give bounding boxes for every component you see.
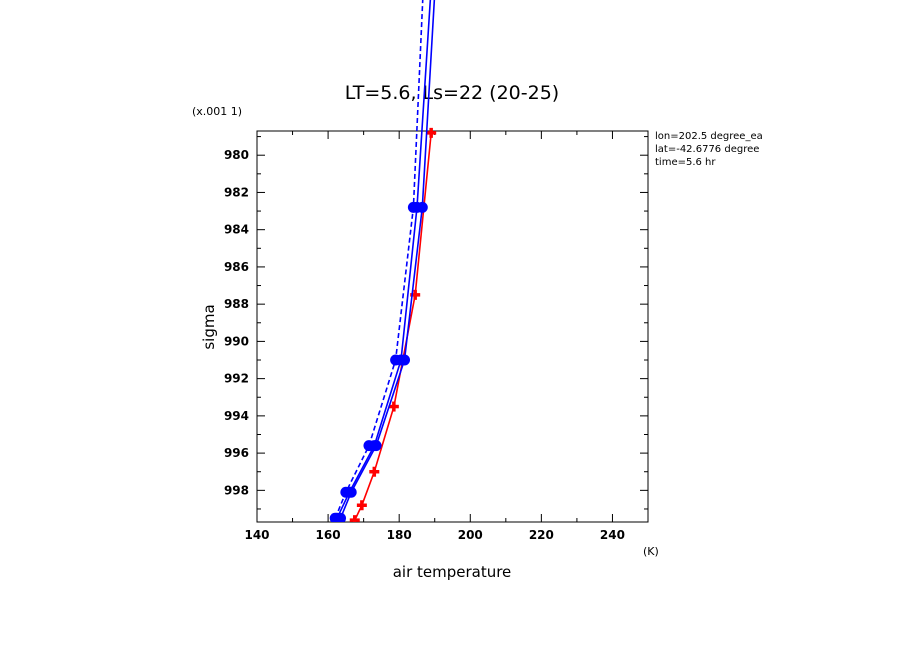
y-tick-labels: 980 982 984 986 988 990 992 994 996 998	[224, 148, 249, 497]
x-unit-label: (K)	[643, 545, 659, 558]
annotation-lon: lon=202.5 degree_ea	[655, 131, 763, 142]
data-point-plus	[356, 500, 367, 511]
y-tick-label: 982	[224, 185, 249, 199]
x-tick-label: 180	[387, 528, 412, 542]
x-tick-label: 220	[529, 528, 554, 542]
annotation-clip-mask	[780, 125, 904, 175]
x-tick-label: 200	[458, 528, 483, 542]
x-tick-label: 140	[244, 528, 269, 542]
y-axis-label: sigma	[200, 304, 218, 349]
data-point-circle	[363, 440, 375, 452]
series-0	[349, 127, 437, 522]
axis-ticks	[256, 131, 649, 522]
plot-frame	[256, 130, 649, 523]
series-line	[339, 0, 436, 519]
data-point-circle	[390, 354, 402, 366]
data-point-circle	[399, 354, 411, 366]
y-scale-note: (x.001 1)	[192, 105, 242, 118]
side-annotations: lon=202.5 degree_ea lat=-42.6776 degree …	[655, 131, 763, 168]
y-tick-label: 992	[224, 372, 249, 386]
y-tick-label: 988	[224, 297, 249, 311]
x-tick-label: 160	[316, 528, 341, 542]
data-point-plus	[369, 466, 380, 477]
y-tick-label: 996	[224, 446, 249, 460]
x-axis-label: air temperature	[393, 563, 512, 581]
data-point-circle	[407, 201, 419, 213]
y-tick-label: 980	[224, 148, 249, 162]
x-tick-label: 240	[600, 528, 625, 542]
annotation-lat: lat=-42.6776 degree	[655, 144, 759, 155]
series-2	[335, 0, 436, 522]
data-point-circle	[329, 512, 341, 522]
y-tick-label: 986	[224, 260, 249, 274]
y-tick-label: 998	[224, 483, 249, 497]
data-point-plus	[388, 401, 399, 412]
annotation-time: time=5.6 hr	[655, 157, 716, 168]
chart-title: LT=5.6, Ls=22 (20-25)	[345, 82, 559, 104]
y-tick-label: 984	[224, 223, 249, 237]
data-point-plus	[349, 515, 360, 522]
data-point-plus	[426, 127, 437, 138]
y-tick-label: 994	[224, 409, 249, 423]
series-line	[334, 0, 424, 519]
x-tick-labels: 140 160 180 200 220 240	[244, 528, 625, 542]
data-point-circle	[416, 201, 428, 213]
data-point-circle	[340, 486, 352, 498]
y-tick-label: 990	[224, 334, 249, 348]
series-3	[329, 0, 424, 522]
series-layer	[329, 0, 437, 522]
series-line	[336, 0, 432, 519]
